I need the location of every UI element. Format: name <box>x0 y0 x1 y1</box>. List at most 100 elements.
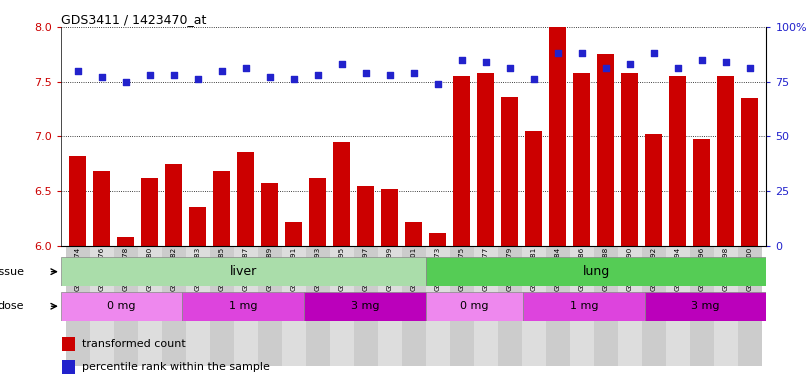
Point <box>719 59 732 65</box>
Bar <box>378 246 401 366</box>
Point <box>551 50 564 56</box>
Bar <box>209 246 234 366</box>
Bar <box>62 337 75 351</box>
Bar <box>573 73 590 246</box>
Bar <box>62 360 75 374</box>
Bar <box>237 152 254 246</box>
Bar <box>304 292 426 321</box>
Bar <box>426 246 449 366</box>
Bar <box>594 246 618 366</box>
Bar <box>234 246 258 366</box>
Point <box>623 61 636 67</box>
Bar <box>90 246 114 366</box>
Point <box>191 76 204 83</box>
Bar <box>645 292 766 321</box>
Bar <box>281 246 306 366</box>
Point <box>335 61 348 67</box>
Bar <box>549 25 566 246</box>
Point <box>527 76 540 83</box>
Text: 1 mg: 1 mg <box>569 301 599 311</box>
Bar <box>69 156 86 246</box>
Bar <box>523 292 645 321</box>
Text: GDS3411 / 1423470_at: GDS3411 / 1423470_at <box>61 13 206 26</box>
Bar <box>426 257 766 286</box>
Bar <box>741 98 758 246</box>
Bar <box>306 246 329 366</box>
Bar <box>714 246 737 366</box>
Bar <box>61 257 426 286</box>
Bar <box>717 76 734 246</box>
Point <box>263 74 276 80</box>
Bar <box>646 134 662 246</box>
Bar <box>477 73 494 246</box>
Point <box>599 65 612 71</box>
Bar <box>61 292 182 321</box>
Point <box>215 68 228 74</box>
Bar <box>453 76 470 246</box>
Bar <box>93 171 110 246</box>
Bar <box>357 185 374 246</box>
Bar <box>309 178 326 246</box>
Text: 1 mg: 1 mg <box>229 301 258 311</box>
Bar <box>521 246 546 366</box>
Bar <box>406 222 422 246</box>
Point <box>383 72 396 78</box>
Bar <box>354 246 378 366</box>
Text: 3 mg: 3 mg <box>691 301 720 311</box>
Bar <box>118 237 134 246</box>
Bar <box>449 246 474 366</box>
Point <box>71 68 84 74</box>
Point <box>407 70 420 76</box>
Bar <box>546 246 569 366</box>
Bar <box>333 142 350 246</box>
Bar <box>329 246 354 366</box>
Bar <box>737 246 762 366</box>
Bar <box>186 246 209 366</box>
Bar <box>66 246 90 366</box>
Bar <box>213 171 230 246</box>
Point <box>575 50 588 56</box>
Bar <box>161 246 186 366</box>
Bar <box>165 164 182 246</box>
Point <box>143 72 156 78</box>
Point <box>503 65 516 71</box>
Bar <box>498 246 521 366</box>
Point <box>359 70 372 76</box>
Bar <box>618 246 642 366</box>
Point <box>167 72 180 78</box>
Point <box>431 81 444 87</box>
Bar <box>666 246 689 366</box>
Bar <box>429 233 446 246</box>
Bar <box>501 97 518 246</box>
Bar <box>526 131 542 246</box>
Point <box>239 65 252 71</box>
Point <box>95 74 108 80</box>
Text: percentile rank within the sample: percentile rank within the sample <box>82 362 270 372</box>
Bar <box>569 246 594 366</box>
Text: transformed count: transformed count <box>82 339 186 349</box>
Bar <box>182 292 304 321</box>
Point <box>311 72 324 78</box>
Bar <box>114 246 138 366</box>
Bar <box>189 207 206 246</box>
Point <box>119 79 132 85</box>
Text: 3 mg: 3 mg <box>350 301 380 311</box>
Bar <box>642 246 666 366</box>
Bar <box>261 184 278 246</box>
Point <box>647 50 660 56</box>
Text: 0 mg: 0 mg <box>107 301 136 311</box>
Text: 0 mg: 0 mg <box>460 301 489 311</box>
Bar <box>381 189 398 246</box>
Bar <box>597 54 614 246</box>
Point <box>479 59 492 65</box>
Bar <box>621 73 638 246</box>
Point <box>287 76 300 83</box>
Point <box>455 56 468 63</box>
Point <box>695 56 708 63</box>
Text: dose: dose <box>0 301 24 311</box>
Bar <box>285 222 302 246</box>
Bar <box>669 76 686 246</box>
Point <box>743 65 756 71</box>
Point <box>672 65 684 71</box>
Bar <box>141 178 158 246</box>
